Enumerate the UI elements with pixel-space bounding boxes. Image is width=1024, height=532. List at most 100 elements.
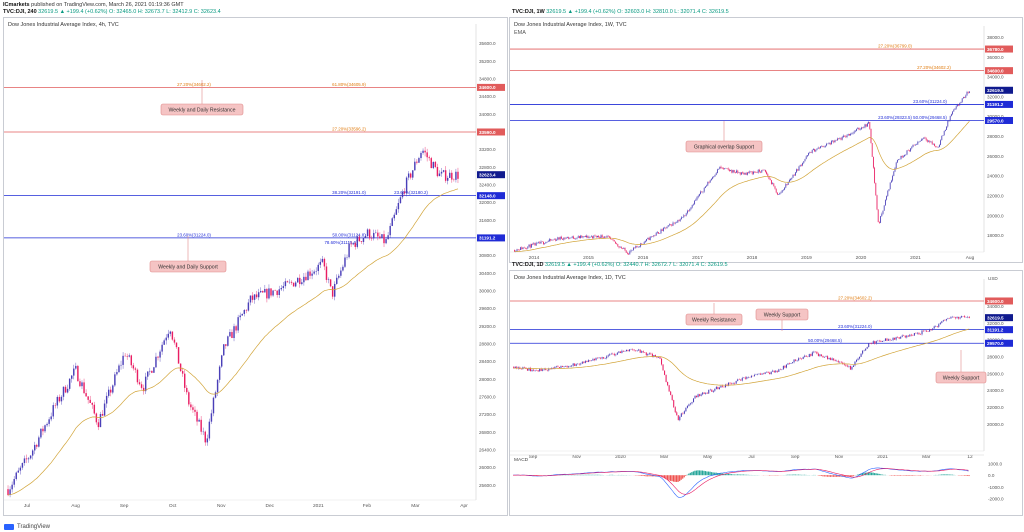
candle-body	[305, 276, 307, 281]
candle-body	[660, 358, 663, 365]
macd-histogram-bar	[861, 473, 864, 476]
resistance-price-label: 34600.0	[987, 68, 1004, 73]
candle-body	[566, 365, 568, 368]
candle-body	[440, 171, 443, 174]
macd-histogram-bar	[703, 470, 705, 476]
candle-body	[126, 356, 128, 357]
candle-body	[405, 177, 408, 194]
candle-body	[523, 247, 525, 249]
candle-body	[756, 172, 758, 173]
candle-body	[50, 416, 52, 420]
candle-body	[702, 191, 704, 193]
candle-body	[628, 253, 630, 255]
candle-body	[706, 185, 708, 187]
candle-body	[898, 337, 900, 339]
candle-body	[889, 339, 891, 341]
candle-body	[667, 225, 669, 227]
daily-symbol-values: 32619.5 ▲ +199.4 (+0.62%) O: 32440.7 H: …	[545, 262, 728, 268]
x-tick-label: Mar	[660, 454, 669, 460]
current-price-tag	[477, 171, 505, 179]
candle-body	[892, 337, 894, 341]
chart-4h-plot[interactable]: 35600.035200.034800.034400.034000.033600…	[4, 18, 507, 515]
macd-histogram-bar	[939, 474, 941, 476]
x-tick-label: 2017	[692, 255, 703, 261]
candle-body	[968, 91, 970, 93]
candle-body	[757, 169, 759, 173]
candle-body	[416, 161, 418, 163]
candle-body	[81, 382, 83, 387]
macd-histogram-bar	[650, 475, 652, 477]
candle-body	[839, 138, 841, 140]
candle-body	[954, 108, 956, 110]
candle-body	[714, 174, 716, 177]
support-price-label: 31191.2	[987, 327, 1004, 332]
candle-body	[671, 224, 673, 226]
candle-body	[769, 372, 771, 375]
candle-body	[857, 358, 859, 361]
candle-body	[722, 168, 724, 169]
candle-body	[89, 399, 91, 403]
chart-4h-panel[interactable]: Dow Jones Industrial Average Index, 4h, …	[3, 17, 508, 516]
candle-body	[846, 135, 848, 138]
y-tick-label: 24000.0	[987, 388, 1004, 393]
candle-body	[85, 393, 87, 397]
support-price-tag	[985, 100, 1013, 108]
candle-body	[564, 237, 566, 239]
candle-body	[581, 361, 583, 364]
candle-body	[93, 404, 96, 414]
candle-body	[216, 379, 219, 393]
candle-body	[689, 403, 692, 405]
candle-body	[171, 331, 174, 340]
candle-body	[767, 173, 769, 177]
candle-body	[872, 341, 874, 344]
candle-body	[444, 170, 447, 181]
candle-body	[843, 363, 845, 365]
candle-body	[593, 359, 596, 361]
candle-body	[946, 126, 948, 130]
candle-body	[603, 357, 605, 359]
candle-body	[270, 288, 272, 296]
candle-body	[854, 130, 856, 132]
macd-histogram-bar	[739, 474, 742, 476]
candle-body	[630, 250, 632, 252]
candle-body	[770, 371, 772, 375]
candle-body	[677, 415, 679, 421]
candle-body	[606, 236, 608, 238]
candle-body	[938, 324, 940, 327]
candle-body	[966, 92, 968, 96]
candle-body	[548, 239, 550, 242]
tradingview-footer[interactable]: TradingView	[4, 524, 50, 530]
candle-body	[595, 357, 597, 361]
y-tick-label: 18000.0	[987, 233, 1004, 238]
candle-body	[19, 467, 22, 471]
chart-1d-panel[interactable]: Dow Jones Industrial Average Index, 1D, …	[509, 270, 1023, 516]
chart-1d-plot[interactable]: USD34000.032000.030000.028000.026000.024…	[510, 271, 1022, 515]
candle-body	[871, 143, 873, 157]
candle-body	[820, 354, 823, 356]
candle-body	[712, 390, 714, 392]
candle-body	[886, 338, 888, 341]
candle-body	[434, 161, 437, 167]
candle-body	[535, 242, 537, 246]
macd-histogram-bar	[907, 475, 909, 476]
macd-histogram-bar	[831, 475, 833, 477]
candle-body	[900, 336, 902, 339]
macd-histogram-bar	[695, 470, 698, 476]
candle-body	[292, 282, 295, 287]
chart-1w-panel[interactable]: Dow Jones Industrial Average Index, 1W, …	[509, 17, 1023, 263]
candle-body	[574, 363, 576, 366]
candle-body	[845, 364, 847, 366]
current-price-label: 32623.4	[479, 172, 496, 177]
y-tick-label: 30000.0	[479, 288, 496, 293]
support-price-tag	[985, 339, 1013, 347]
support-price-label: 32148.0	[479, 193, 496, 198]
candle-body	[648, 353, 650, 354]
y-tick-label: 26400.0	[479, 447, 496, 452]
macd-histogram-bar	[712, 472, 714, 476]
candle-body	[229, 332, 231, 337]
candle-body	[958, 317, 960, 319]
candle-body	[595, 235, 597, 238]
chart-1w-plot[interactable]: 38000.0 36000.0 34000.0 32000.0 30000.0 28000…	[510, 18, 1022, 262]
candle-body	[793, 359, 795, 363]
candle-body	[557, 237, 559, 240]
